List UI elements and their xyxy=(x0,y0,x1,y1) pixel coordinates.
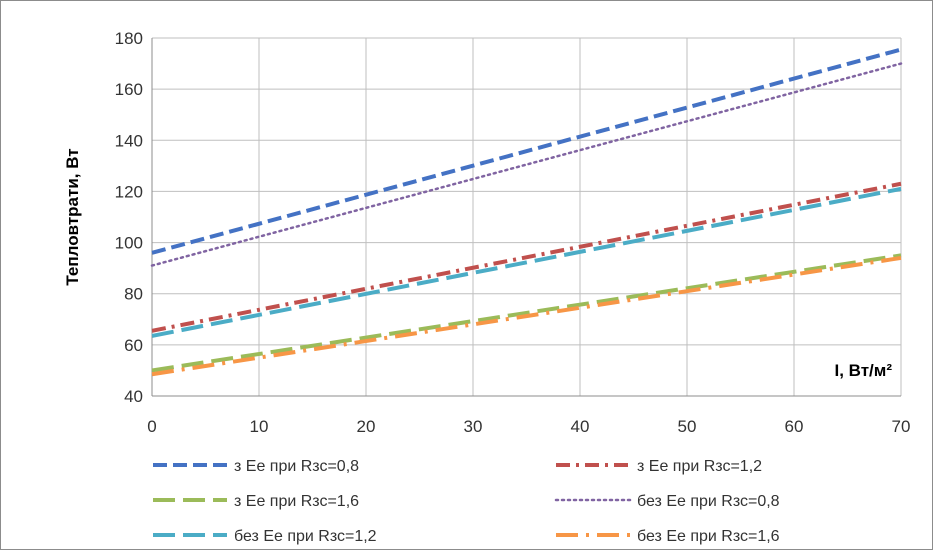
x-tick-label: 70 xyxy=(892,417,911,436)
x-tick-label: 10 xyxy=(250,417,269,436)
tick-labels: 40 60 80 100 120 140 160 180 0 10 20 30 40 50 60 70 xyxy=(115,29,911,436)
x-tick-label: 20 xyxy=(357,417,376,436)
y-tick-label: 160 xyxy=(115,80,143,99)
x-tick-label: 0 xyxy=(147,417,156,436)
y-tick-label: 180 xyxy=(115,29,143,48)
y-tick-label: 40 xyxy=(124,387,143,406)
axes xyxy=(151,38,901,397)
series-line-3 xyxy=(151,253,902,373)
y-axis-label: Тепловтрати, Вт xyxy=(63,148,82,285)
x-tick-label: 60 xyxy=(785,417,804,436)
y-tick-label: 100 xyxy=(115,234,143,253)
y-tick-label: 80 xyxy=(124,285,143,304)
legend-label-4: без Ее при Rзс=0,8 xyxy=(637,493,780,510)
series-line-5 xyxy=(151,186,902,338)
series-lines xyxy=(150,47,903,377)
x-tick-label: 30 xyxy=(464,417,483,436)
legend-label-3: з Ее при Rзс=1,6 xyxy=(234,493,359,510)
legend-label-6: без Ее при Rзс=1,6 xyxy=(637,528,780,545)
x-tick-label: 40 xyxy=(571,417,590,436)
legend: з Ее при Rзс=0,8 з Ее при Rзс=1,2 з Ее при… xyxy=(153,458,780,545)
x-tick-label: 50 xyxy=(678,417,697,436)
x-axis-label: I, Вт/м² xyxy=(834,361,892,380)
y-tick-label: 60 xyxy=(124,336,143,355)
legend-label-2: з Ее при Rзс=1,2 xyxy=(637,458,762,475)
legend-label-1: з Ее при Rзс=0,8 xyxy=(234,458,359,475)
y-tick-label: 140 xyxy=(115,131,143,150)
series-line-2 xyxy=(151,181,902,333)
y-tick-label: 120 xyxy=(115,182,143,201)
series-line-6 xyxy=(151,255,902,377)
legend-label-5: без Ее при Rзс=1,2 xyxy=(234,528,377,545)
series-line-1 xyxy=(151,47,902,255)
